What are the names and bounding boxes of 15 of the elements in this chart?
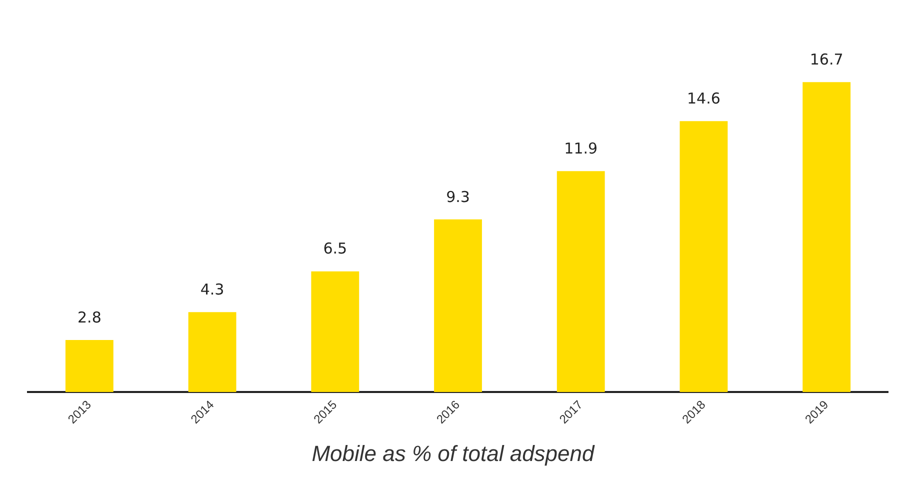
bar bbox=[556, 171, 605, 392]
text: Mobile as % of total adspend bbox=[310, 441, 596, 467]
bar bbox=[802, 82, 851, 392]
data-label: 9.3 bbox=[446, 188, 470, 206]
data-label: 2.8 bbox=[78, 308, 102, 326]
data-label: 11.9 bbox=[564, 140, 598, 158]
bar bbox=[434, 219, 482, 392]
bar bbox=[680, 121, 728, 392]
data-label: 16.7 bbox=[810, 50, 844, 69]
bar bbox=[311, 271, 360, 392]
data-label: 4.3 bbox=[200, 280, 224, 299]
bar bbox=[65, 340, 114, 392]
data-label: 14.6 bbox=[687, 89, 720, 108]
bar bbox=[188, 312, 236, 392]
data-label: 6.5 bbox=[323, 240, 348, 258]
